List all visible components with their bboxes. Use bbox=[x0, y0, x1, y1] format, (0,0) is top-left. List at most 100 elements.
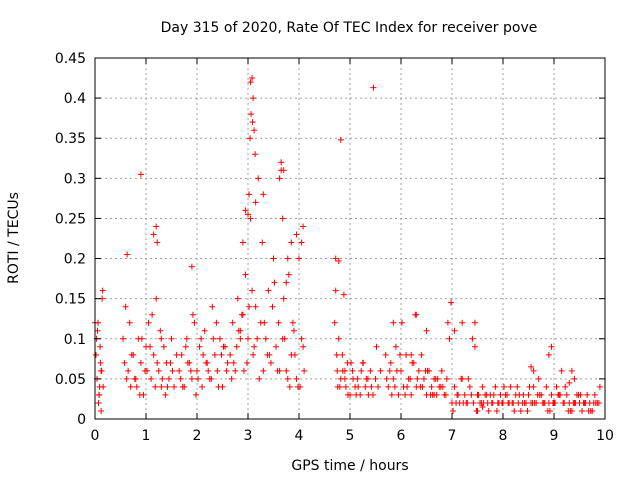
data-point bbox=[121, 359, 128, 366]
data-point bbox=[247, 79, 254, 86]
data-point bbox=[403, 351, 410, 358]
data-point bbox=[278, 159, 285, 166]
data-point bbox=[530, 367, 537, 374]
data-point bbox=[293, 231, 300, 238]
data-point bbox=[387, 359, 394, 366]
data-point bbox=[504, 391, 511, 398]
data-point bbox=[418, 351, 425, 358]
data-point bbox=[517, 407, 524, 414]
data-point bbox=[189, 311, 196, 318]
data-point bbox=[289, 319, 296, 326]
data-point bbox=[332, 255, 339, 262]
data-point bbox=[250, 351, 257, 358]
data-point bbox=[529, 399, 536, 406]
data-point bbox=[390, 375, 397, 382]
data-point bbox=[162, 391, 169, 398]
data-point bbox=[463, 399, 470, 406]
data-point bbox=[525, 391, 532, 398]
data-point bbox=[453, 399, 460, 406]
data-point bbox=[93, 351, 100, 358]
data-point bbox=[199, 383, 206, 390]
data-point bbox=[383, 375, 390, 382]
data-point bbox=[145, 319, 152, 326]
data-point bbox=[283, 279, 290, 286]
data-point bbox=[259, 239, 266, 246]
data-point bbox=[215, 383, 222, 390]
data-point bbox=[127, 383, 134, 390]
data-point bbox=[334, 367, 341, 374]
data-point bbox=[285, 271, 292, 278]
data-point bbox=[155, 367, 162, 374]
data-point bbox=[341, 367, 348, 374]
data-point bbox=[246, 191, 253, 198]
data-point bbox=[479, 383, 486, 390]
data-point bbox=[144, 367, 151, 374]
data-point bbox=[490, 391, 497, 398]
data-point bbox=[470, 399, 477, 406]
data-point bbox=[428, 383, 435, 390]
data-point bbox=[535, 375, 542, 382]
data-point bbox=[126, 319, 133, 326]
data-point bbox=[179, 383, 186, 390]
data-point bbox=[474, 407, 481, 414]
x-axis-ticks: 0 1 2 3 4 5 6 7 8 9 10 bbox=[91, 58, 614, 444]
data-point bbox=[269, 303, 276, 310]
data-point bbox=[223, 367, 230, 374]
data-point bbox=[432, 375, 439, 382]
data-point bbox=[444, 319, 451, 326]
data-point bbox=[249, 119, 256, 126]
data-point bbox=[120, 335, 127, 342]
data-point bbox=[415, 367, 422, 374]
data-point bbox=[167, 359, 174, 366]
data-point bbox=[218, 351, 225, 358]
data-point bbox=[408, 391, 415, 398]
data-point bbox=[300, 343, 307, 350]
data-point bbox=[159, 375, 166, 382]
data-point bbox=[360, 359, 367, 366]
data-point bbox=[524, 407, 531, 414]
data-point bbox=[152, 383, 159, 390]
data-point bbox=[375, 383, 382, 390]
data-point bbox=[509, 399, 516, 406]
data-point bbox=[210, 335, 217, 342]
data-point bbox=[96, 383, 103, 390]
data-point bbox=[555, 391, 562, 398]
y-tick-label: 0.35 bbox=[55, 131, 86, 147]
data-point bbox=[477, 399, 484, 406]
data-point bbox=[98, 367, 105, 374]
data-point bbox=[528, 363, 535, 370]
data-point bbox=[265, 287, 272, 294]
data-point bbox=[249, 75, 256, 82]
data-point bbox=[280, 295, 287, 302]
data-point bbox=[507, 383, 514, 390]
data-point bbox=[198, 335, 205, 342]
data-point bbox=[590, 399, 597, 406]
data-point bbox=[284, 375, 291, 382]
data-point bbox=[251, 127, 258, 134]
data-point bbox=[227, 351, 234, 358]
data-point bbox=[386, 367, 393, 374]
data-point bbox=[562, 383, 569, 390]
data-point bbox=[348, 359, 355, 366]
x-tick-label: 7 bbox=[448, 428, 457, 444]
data-point bbox=[560, 399, 567, 406]
data-point bbox=[136, 391, 143, 398]
data-point bbox=[571, 375, 578, 382]
data-point bbox=[372, 375, 379, 382]
data-point bbox=[137, 359, 144, 366]
data-point bbox=[164, 383, 171, 390]
data-point bbox=[580, 399, 587, 406]
data-point bbox=[595, 399, 602, 406]
data-point bbox=[203, 359, 210, 366]
data-point bbox=[548, 343, 555, 350]
grid-lines bbox=[95, 58, 605, 419]
data-points bbox=[92, 75, 603, 414]
data-point bbox=[422, 367, 429, 374]
data-point bbox=[242, 271, 249, 278]
data-point bbox=[563, 391, 570, 398]
data-point bbox=[97, 359, 104, 366]
data-point bbox=[391, 383, 398, 390]
data-point bbox=[237, 327, 244, 334]
data-point bbox=[168, 335, 175, 342]
data-point bbox=[373, 343, 380, 350]
